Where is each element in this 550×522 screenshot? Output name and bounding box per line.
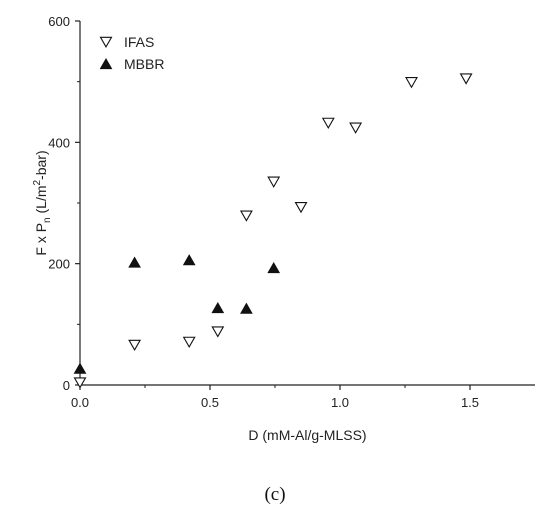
x-tick-label: 1.0 <box>331 395 349 410</box>
data-markers <box>73 73 473 389</box>
plot-axes: 0.0 0.5 1.0 1.5 0 200 400 600 <box>48 14 535 410</box>
y-tick-label: 0 <box>63 378 70 393</box>
y-tick-label: 200 <box>48 257 70 272</box>
data-point-ifas <box>128 339 142 352</box>
y-axis-title: F x Pn (L/m2-bar) <box>32 150 53 255</box>
data-point-mbbr <box>182 254 196 266</box>
data-point-mbbr <box>267 261 281 274</box>
y-axis-title-post: -bar) <box>33 150 49 180</box>
data-point-mbbr <box>211 301 225 314</box>
data-point-ifas <box>321 117 335 129</box>
y-axis-title-pre: F x P <box>33 223 49 256</box>
panel-label: (c) <box>264 484 285 505</box>
y-axis-title-mid: (L/m <box>33 186 49 218</box>
data-point-ifas <box>211 326 225 338</box>
legend-label-ifas: IFAS <box>124 34 154 50</box>
y-tick-label: 600 <box>48 14 70 29</box>
data-point-ifas <box>239 210 253 222</box>
data-point-ifas <box>267 176 281 188</box>
data-point-ifas <box>459 73 473 85</box>
legend: IFAS MBBR <box>99 34 164 72</box>
data-point-ifas <box>73 377 87 389</box>
data-point-ifas <box>349 122 363 134</box>
data-point-mbbr <box>240 302 253 314</box>
data-point-mbbr <box>73 362 87 374</box>
legend-label-mbbr: MBBR <box>124 56 164 72</box>
x-tick-label: 0.0 <box>71 395 89 410</box>
y-axis-title-subscript: n <box>42 217 53 223</box>
data-point-ifas <box>405 77 418 89</box>
data-point-ifas <box>182 336 196 348</box>
y-tick-label: 400 <box>48 135 70 150</box>
legend-marker-ifas <box>99 36 113 49</box>
y-axis-title-superscript: 2 <box>32 180 43 186</box>
x-axis-title: D (mM-Al/g-MLSS) <box>248 427 366 443</box>
y-ticks: 0 200 400 600 <box>48 14 80 393</box>
legend-marker-mbbr <box>99 58 113 70</box>
data-point-ifas <box>294 202 308 214</box>
x-tick-label: 1.5 <box>461 395 479 410</box>
data-point-mbbr <box>128 256 141 268</box>
x-tick-label: 0.5 <box>201 395 219 410</box>
